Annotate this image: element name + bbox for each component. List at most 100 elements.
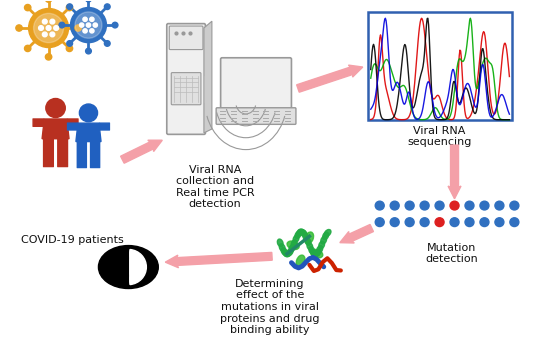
- Ellipse shape: [314, 249, 321, 256]
- FancyBboxPatch shape: [220, 58, 292, 108]
- Text: COVID-19 patients: COVID-19 patients: [21, 235, 124, 245]
- Circle shape: [86, 0, 91, 2]
- Ellipse shape: [303, 233, 309, 241]
- Ellipse shape: [312, 251, 320, 257]
- Ellipse shape: [293, 235, 299, 243]
- FancyBboxPatch shape: [67, 119, 78, 126]
- Circle shape: [510, 218, 519, 227]
- Circle shape: [480, 218, 489, 227]
- Circle shape: [450, 218, 459, 227]
- Ellipse shape: [279, 244, 285, 251]
- Ellipse shape: [291, 240, 297, 247]
- Circle shape: [50, 32, 55, 37]
- Circle shape: [390, 218, 399, 227]
- Circle shape: [104, 40, 110, 46]
- Ellipse shape: [298, 229, 306, 235]
- Circle shape: [450, 201, 459, 210]
- Circle shape: [83, 17, 87, 21]
- Circle shape: [59, 22, 65, 28]
- Ellipse shape: [319, 241, 325, 249]
- Circle shape: [420, 218, 429, 227]
- FancyBboxPatch shape: [169, 26, 203, 50]
- FancyBboxPatch shape: [33, 119, 43, 126]
- Circle shape: [435, 218, 444, 227]
- Circle shape: [46, 26, 51, 30]
- FancyBboxPatch shape: [58, 139, 67, 166]
- Ellipse shape: [301, 230, 307, 237]
- Circle shape: [39, 26, 43, 30]
- Text: Mutation
detection: Mutation detection: [425, 243, 478, 264]
- Circle shape: [46, 0, 52, 2]
- Polygon shape: [42, 119, 69, 139]
- Circle shape: [67, 40, 73, 46]
- Circle shape: [66, 5, 73, 11]
- Circle shape: [480, 201, 489, 210]
- Ellipse shape: [295, 231, 301, 239]
- Ellipse shape: [287, 248, 293, 255]
- Circle shape: [16, 25, 22, 31]
- Circle shape: [90, 17, 94, 21]
- Circle shape: [86, 23, 91, 27]
- Circle shape: [24, 45, 31, 52]
- FancyArrow shape: [165, 252, 272, 268]
- Ellipse shape: [98, 246, 159, 289]
- Ellipse shape: [282, 251, 290, 257]
- Circle shape: [435, 201, 444, 210]
- Circle shape: [75, 12, 102, 38]
- Circle shape: [46, 54, 52, 60]
- Circle shape: [495, 218, 504, 227]
- Ellipse shape: [281, 248, 287, 255]
- FancyBboxPatch shape: [99, 123, 110, 130]
- Circle shape: [112, 22, 118, 28]
- Ellipse shape: [305, 238, 311, 245]
- Circle shape: [54, 26, 59, 30]
- Polygon shape: [204, 21, 212, 133]
- Circle shape: [79, 23, 84, 27]
- Circle shape: [465, 201, 474, 210]
- Circle shape: [42, 32, 47, 37]
- FancyArrow shape: [121, 140, 162, 163]
- Circle shape: [495, 201, 504, 210]
- Ellipse shape: [307, 243, 313, 250]
- Circle shape: [405, 201, 414, 210]
- Text: Viral RNA
collection and
Real time PCR
detection: Viral RNA collection and Real time PCR d…: [176, 165, 255, 209]
- Circle shape: [93, 23, 97, 27]
- FancyArrow shape: [448, 145, 461, 199]
- FancyBboxPatch shape: [67, 123, 77, 130]
- Circle shape: [104, 4, 110, 9]
- Text: Determining
effect of the
mutations in viral
proteins and drug
binding ability: Determining effect of the mutations in v…: [220, 279, 320, 335]
- Circle shape: [79, 104, 98, 122]
- FancyArrow shape: [296, 65, 363, 92]
- Ellipse shape: [324, 230, 331, 236]
- Circle shape: [405, 218, 414, 227]
- Wedge shape: [128, 250, 147, 284]
- FancyBboxPatch shape: [216, 108, 296, 124]
- Text: Viral RNA
sequencing: Viral RNA sequencing: [407, 126, 472, 147]
- Ellipse shape: [285, 251, 292, 257]
- Wedge shape: [110, 250, 130, 285]
- Ellipse shape: [296, 229, 304, 236]
- Circle shape: [75, 25, 81, 31]
- Circle shape: [390, 201, 399, 210]
- Ellipse shape: [305, 232, 313, 244]
- Circle shape: [86, 48, 91, 54]
- Ellipse shape: [309, 247, 315, 254]
- Ellipse shape: [311, 250, 323, 258]
- Circle shape: [510, 201, 519, 210]
- FancyBboxPatch shape: [77, 142, 86, 168]
- Circle shape: [50, 19, 55, 24]
- Circle shape: [34, 13, 64, 43]
- FancyArrow shape: [340, 224, 374, 243]
- FancyBboxPatch shape: [43, 139, 53, 166]
- FancyBboxPatch shape: [91, 142, 100, 168]
- Polygon shape: [76, 123, 101, 142]
- FancyBboxPatch shape: [171, 73, 201, 105]
- Ellipse shape: [321, 236, 326, 244]
- Circle shape: [46, 98, 65, 118]
- Circle shape: [90, 29, 94, 33]
- Ellipse shape: [287, 241, 299, 250]
- Circle shape: [67, 4, 73, 9]
- Ellipse shape: [277, 239, 283, 247]
- Circle shape: [375, 201, 384, 210]
- Circle shape: [66, 45, 73, 52]
